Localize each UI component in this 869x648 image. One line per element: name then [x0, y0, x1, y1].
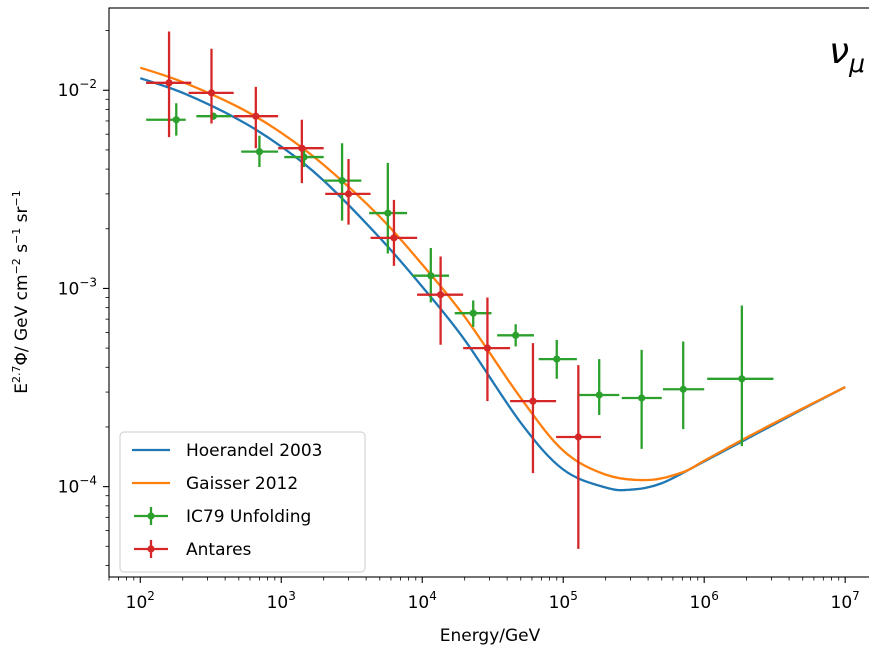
legend-box — [119, 431, 366, 573]
plot-frame — [108, 7, 869, 578]
x-tick-label: 103 — [267, 589, 296, 613]
point-marker — [483, 344, 492, 352]
legend-label-antares: Antares — [186, 540, 252, 560]
data-point-antares — [188, 48, 234, 124]
point-marker — [437, 291, 445, 299]
flavor-subscript: μ — [848, 49, 865, 78]
y-tick-label: 10−2 — [58, 77, 97, 101]
legend-label-gaisser-2012: Gaisser 2012 — [186, 474, 298, 494]
point-marker — [469, 309, 477, 317]
point-marker — [427, 272, 435, 280]
legend-label-ic79-unfolding: IC79 Unfolding — [186, 507, 311, 527]
flavor-symbol: ν — [829, 31, 849, 72]
x-tick-label: 102 — [126, 589, 155, 613]
data-point-ic79-unfolding — [146, 103, 186, 136]
data-point-ic79-unfolding — [538, 339, 577, 379]
data-point-ic79-unfolding — [621, 349, 662, 449]
data-point-antares — [463, 297, 511, 402]
point-marker — [679, 385, 687, 393]
point-marker — [390, 234, 398, 242]
point-marker — [344, 190, 353, 198]
data-point-antares — [417, 256, 464, 345]
data-point-ic79-unfolding — [707, 305, 774, 447]
data-point-antares — [370, 199, 418, 266]
x-tick-label: 105 — [549, 589, 578, 613]
y-axis-label: E2.7Φ/ GeV cm−2 s−1 sr−1 — [10, 190, 32, 394]
series-line-gaisser-2012 — [139, 66, 846, 482]
y-tick-label: 10−3 — [58, 275, 97, 299]
x-tick-label: 107 — [831, 589, 860, 613]
data-point-antares — [556, 365, 601, 549]
data-point-antares — [278, 119, 324, 184]
point-marker — [172, 116, 180, 124]
data-point-ic79-unfolding — [662, 341, 705, 430]
point-marker — [574, 433, 582, 441]
data-point-ic79-unfolding — [412, 247, 450, 303]
point-marker — [512, 331, 520, 339]
data-point-ic79-unfolding — [579, 359, 620, 415]
data-point-ic79-unfolding — [323, 143, 362, 221]
curve-layer — [139, 66, 846, 492]
data-point-antares — [233, 86, 279, 149]
x-axis-label: Energy/GeV — [440, 626, 541, 646]
point-marker — [207, 89, 216, 97]
data-point-ic79-unfolding — [241, 135, 279, 167]
x-tick-label: 104 — [408, 589, 437, 613]
legend-label-hoerandel-2003: Hoerandel 2003 — [186, 441, 322, 461]
data-point-ic79-unfolding — [454, 300, 492, 327]
legend-swatch-ic79-unfolding — [134, 507, 168, 525]
point-marker — [553, 355, 561, 363]
point-marker — [595, 391, 603, 399]
point-marker — [252, 112, 260, 120]
legend-swatch-antares — [134, 540, 168, 558]
point-marker — [384, 209, 392, 217]
point-marker — [738, 375, 746, 383]
data-point-antares — [510, 343, 557, 474]
point-marker — [165, 79, 173, 87]
legend: Hoerandel 2003 Gaisser 2012 IC79 Unfolding… — [119, 431, 366, 573]
point-marker — [298, 144, 306, 152]
y-tick-label: 10−4 — [58, 474, 97, 498]
point-marker — [529, 397, 537, 405]
point-marker — [255, 148, 264, 156]
tick-layer: 102 103 104 105 106 107 10−4 10−3 10−2 — [58, 30, 860, 613]
swatch-marker — [147, 545, 155, 553]
point-marker — [338, 177, 346, 185]
data-point-antares — [146, 31, 192, 138]
flavor-annotation: νμ — [829, 31, 865, 78]
data-point-ic79-unfolding — [497, 324, 534, 347]
series-line-hoerandel-2003 — [139, 77, 846, 492]
point-layer — [146, 31, 774, 549]
swatch-marker — [147, 512, 155, 520]
x-tick-label: 106 — [690, 589, 719, 613]
data-point-antares — [325, 158, 371, 225]
point-marker — [638, 394, 646, 402]
